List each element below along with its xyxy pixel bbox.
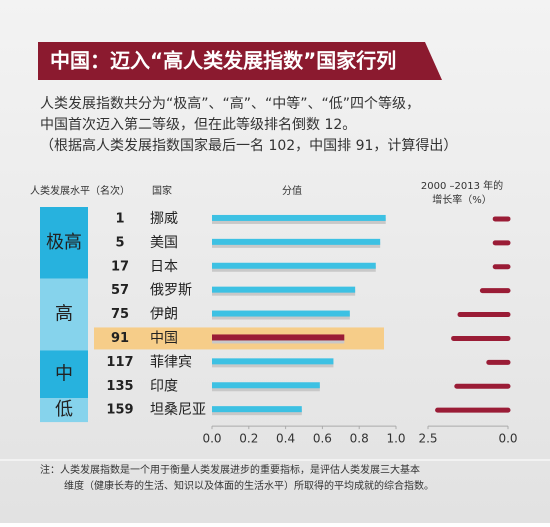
x-tick-label: 0.0 — [202, 432, 221, 446]
level-box — [40, 207, 88, 279]
level-label: 中 — [55, 363, 73, 384]
rank: 75 — [111, 307, 129, 322]
rank: 1 — [115, 211, 124, 226]
note: 维度（健康长寿的生活、知识以及体面的生活水平）所取得的平均成就的综合指数。 — [64, 479, 434, 492]
level-label: 低 — [55, 399, 73, 420]
rank: 135 — [106, 379, 133, 394]
country: 印度 — [150, 378, 178, 394]
rank: 17 — [111, 259, 129, 274]
description: 人类发展指数共分为“极高”、“高”、“中等”、“低”四个等级， — [40, 95, 420, 112]
x-tick-label: 0.8 — [350, 432, 369, 446]
chart-title: 中国：迈入“高人类发展指数”国家行列 — [50, 49, 396, 73]
level-label: 极高 — [46, 232, 82, 253]
bar — [212, 334, 345, 341]
bar — [212, 310, 350, 317]
rank: 117 — [106, 355, 133, 370]
rank: 5 — [115, 235, 124, 250]
country: 挪威 — [150, 211, 178, 227]
country: 日本 — [150, 259, 178, 275]
level-label: 高 — [55, 304, 73, 325]
rank: 159 — [106, 403, 133, 418]
x-tick-label: 0.6 — [313, 432, 332, 446]
country: 中国 — [150, 330, 178, 346]
x2-tick-label: 2.5 — [418, 432, 437, 446]
header: 增长率（%） — [432, 193, 492, 206]
level-box — [40, 398, 88, 423]
bar — [212, 262, 376, 269]
header: 人类发展水平（名次） — [30, 184, 130, 197]
title-bar — [38, 42, 442, 80]
bar — [212, 382, 320, 389]
x-tick-label: 1.0 — [386, 432, 405, 446]
header: 国家 — [152, 184, 172, 197]
rank: 91 — [111, 331, 129, 346]
bar — [212, 214, 386, 221]
x-tick-label: 0.2 — [239, 432, 258, 446]
bar — [212, 358, 334, 365]
header: 分值 — [282, 184, 302, 197]
country: 坦桑尼亚 — [150, 402, 206, 418]
country: 菲律宾 — [150, 354, 192, 370]
bar — [212, 238, 381, 245]
rank: 57 — [111, 283, 129, 298]
description: 中国首次迈入第二等级，但在此等级排名倒数 12。 — [40, 116, 356, 133]
bar — [212, 406, 302, 413]
country: 俄罗斯 — [150, 283, 192, 299]
country: 美国 — [150, 235, 178, 251]
level-box — [40, 350, 88, 399]
bar — [212, 286, 356, 293]
x-tick-label: 0.4 — [276, 432, 295, 446]
country: 伊朗 — [150, 307, 178, 323]
description: （根据高人类发展指数国家最后一名 102，中国排 91，计算得出） — [40, 137, 457, 154]
level-box — [40, 278, 88, 351]
header: 2000 –2013 年的 — [421, 179, 503, 192]
note: 注：人类发展指数是一个用于衡量人类发展进步的重要指标，是评估人类发展三大基本 — [40, 463, 420, 476]
x2-tick-label: 0.0 — [498, 432, 517, 446]
